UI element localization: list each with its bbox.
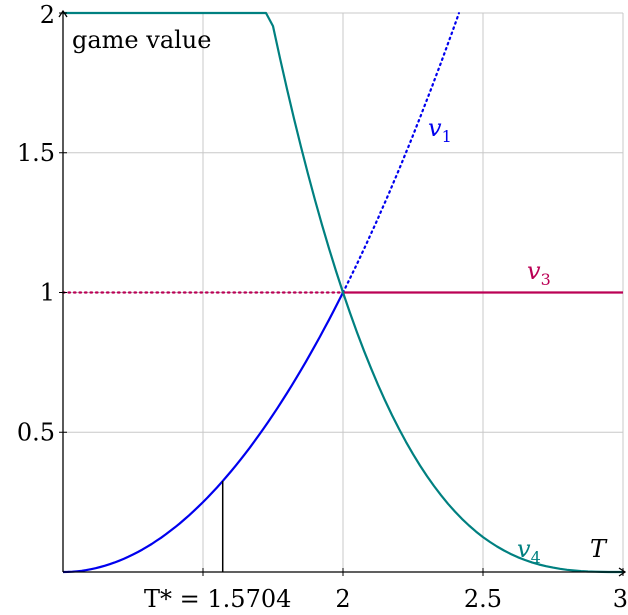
x-axis-label: T (590, 535, 608, 563)
series-v1-dotted-line (341, 12, 460, 294)
axes (58, 9, 627, 577)
y-tick-label-1: 1 (40, 279, 55, 307)
y-tick-label-3: 2 (40, 1, 55, 29)
y-tick-label-0: 0.5 (17, 418, 55, 446)
x-tick-label-1: 2 (335, 585, 350, 613)
series-label-v1: v1 (428, 114, 452, 146)
y-tick-label-2: 1.5 (17, 139, 55, 167)
y-axis-label: game value (72, 26, 211, 54)
series-v1-solid-line (62, 291, 344, 574)
x-tick-label-3: 3 (613, 585, 628, 613)
series-label-v3: v3 (527, 257, 551, 289)
tstar-label: T* = 1.5704 (144, 585, 291, 613)
series-label-v4: v4 (517, 535, 541, 567)
x-tick-label-2: 2.5 (464, 585, 502, 613)
tick-labels: 2 2.5 3 0.5 1 1.5 2 T* = 1.5704 (17, 1, 628, 613)
y-axis-arrow (58, 9, 68, 18)
x-axis-arrow (618, 567, 627, 577)
series-v4-line (63, 11, 623, 574)
